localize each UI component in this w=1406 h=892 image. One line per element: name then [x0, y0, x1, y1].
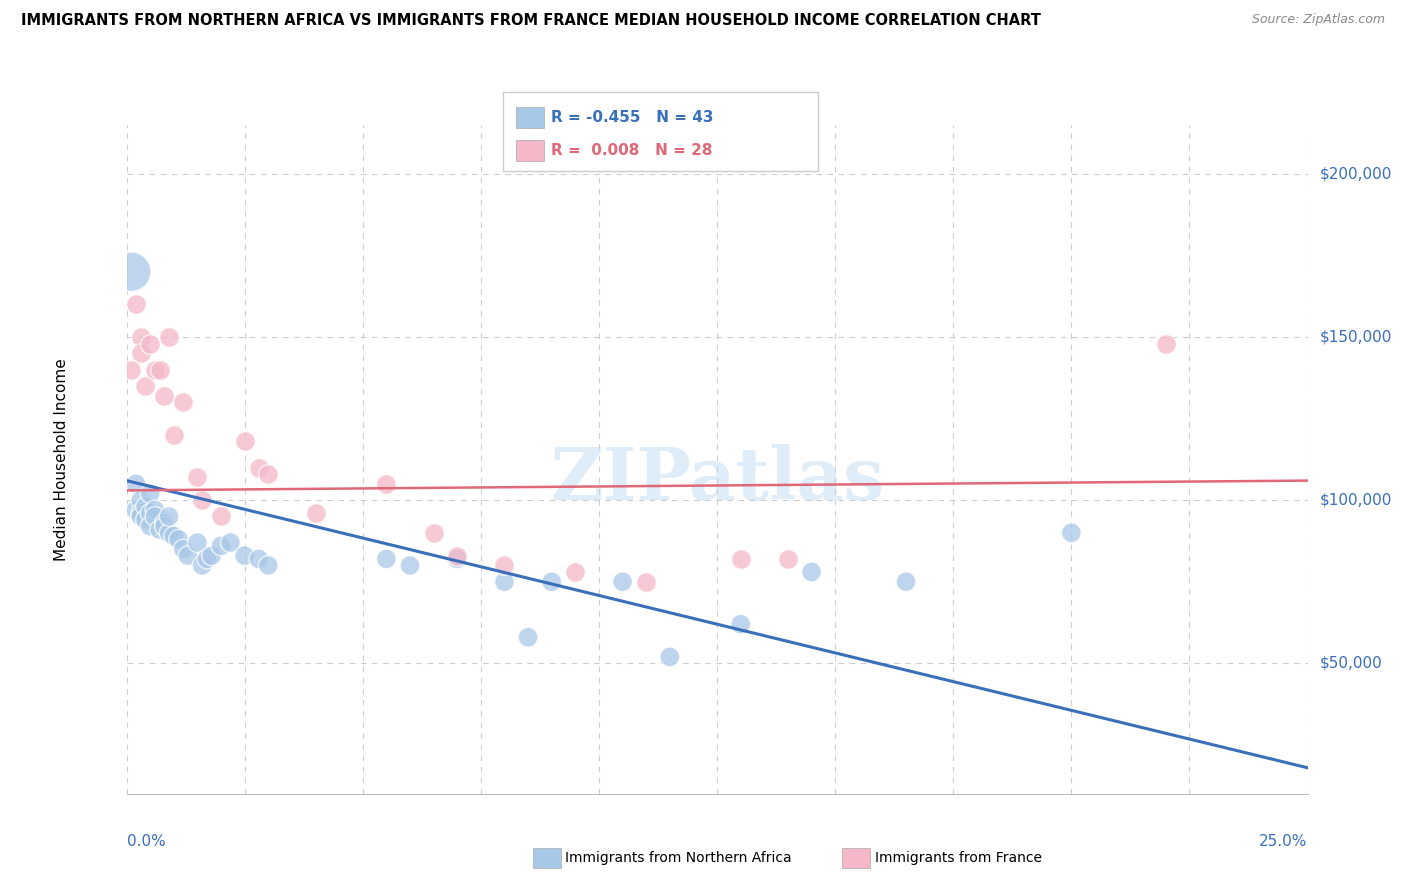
Text: Immigrants from France: Immigrants from France — [875, 851, 1042, 865]
Point — [134, 379, 156, 393]
Point — [157, 330, 180, 344]
Point — [1060, 525, 1083, 540]
Point — [257, 558, 280, 573]
Point — [494, 558, 516, 573]
Point — [134, 513, 156, 527]
Point — [375, 476, 398, 491]
Point — [636, 574, 658, 589]
Point — [494, 574, 516, 589]
Point — [233, 434, 256, 449]
Point — [129, 506, 152, 520]
Point — [399, 558, 422, 573]
Point — [233, 549, 256, 563]
Point — [894, 574, 917, 589]
Point — [191, 558, 214, 573]
Point — [167, 533, 190, 547]
Point — [247, 552, 270, 566]
Point — [149, 362, 172, 376]
Point — [195, 552, 218, 566]
Text: ZIPatlas: ZIPatlas — [550, 444, 884, 515]
Point — [209, 509, 232, 524]
Point — [153, 519, 176, 533]
Text: Median Household Income: Median Household Income — [53, 358, 69, 561]
Point — [1154, 336, 1177, 351]
Point — [139, 336, 162, 351]
Point — [139, 506, 162, 520]
Point — [446, 549, 468, 563]
Point — [172, 542, 194, 557]
Point — [125, 503, 148, 517]
Text: 0.0%: 0.0% — [127, 834, 166, 849]
Point — [149, 523, 172, 537]
Point — [257, 467, 280, 481]
Point — [143, 362, 166, 376]
Point — [129, 330, 152, 344]
Point — [177, 549, 200, 563]
Text: $150,000: $150,000 — [1319, 329, 1392, 344]
Point — [540, 574, 562, 589]
Point — [730, 552, 752, 566]
Point — [143, 503, 166, 517]
Point — [422, 525, 444, 540]
Text: Immigrants from Northern Africa: Immigrants from Northern Africa — [565, 851, 792, 865]
Point — [658, 649, 681, 664]
Point — [129, 493, 152, 508]
Point — [129, 346, 152, 360]
Point — [120, 362, 142, 376]
Point — [163, 529, 186, 543]
Point — [120, 265, 142, 279]
Point — [125, 476, 148, 491]
Text: R = -0.455   N = 43: R = -0.455 N = 43 — [551, 111, 714, 125]
Point — [776, 552, 799, 566]
Text: 25.0%: 25.0% — [1260, 834, 1308, 849]
Point — [134, 500, 156, 514]
Point — [186, 535, 208, 549]
Point — [157, 525, 180, 540]
Point — [612, 574, 634, 589]
Text: Source: ZipAtlas.com: Source: ZipAtlas.com — [1251, 13, 1385, 27]
Point — [191, 493, 214, 508]
Point — [186, 470, 208, 484]
Point — [139, 486, 162, 500]
Point — [163, 428, 186, 442]
Point — [375, 552, 398, 566]
Point — [446, 552, 468, 566]
Point — [247, 460, 270, 475]
Point — [157, 509, 180, 524]
Text: IMMIGRANTS FROM NORTHERN AFRICA VS IMMIGRANTS FROM FRANCE MEDIAN HOUSEHOLD INCOM: IMMIGRANTS FROM NORTHERN AFRICA VS IMMIG… — [21, 13, 1040, 29]
Point — [125, 297, 148, 311]
Point — [143, 509, 166, 524]
Point — [129, 509, 152, 524]
Point — [800, 565, 823, 579]
Text: $50,000: $50,000 — [1319, 656, 1382, 671]
Point — [517, 630, 540, 644]
Point — [730, 617, 752, 632]
Point — [200, 549, 222, 563]
Point — [564, 565, 586, 579]
Text: R =  0.008   N = 28: R = 0.008 N = 28 — [551, 144, 713, 158]
Point — [139, 519, 162, 533]
Point — [172, 395, 194, 409]
Point — [304, 506, 326, 520]
Point — [219, 535, 242, 549]
Point — [153, 389, 176, 403]
Point — [209, 539, 232, 553]
Text: $200,000: $200,000 — [1319, 166, 1392, 181]
Point — [153, 516, 176, 530]
Text: $100,000: $100,000 — [1319, 492, 1392, 508]
